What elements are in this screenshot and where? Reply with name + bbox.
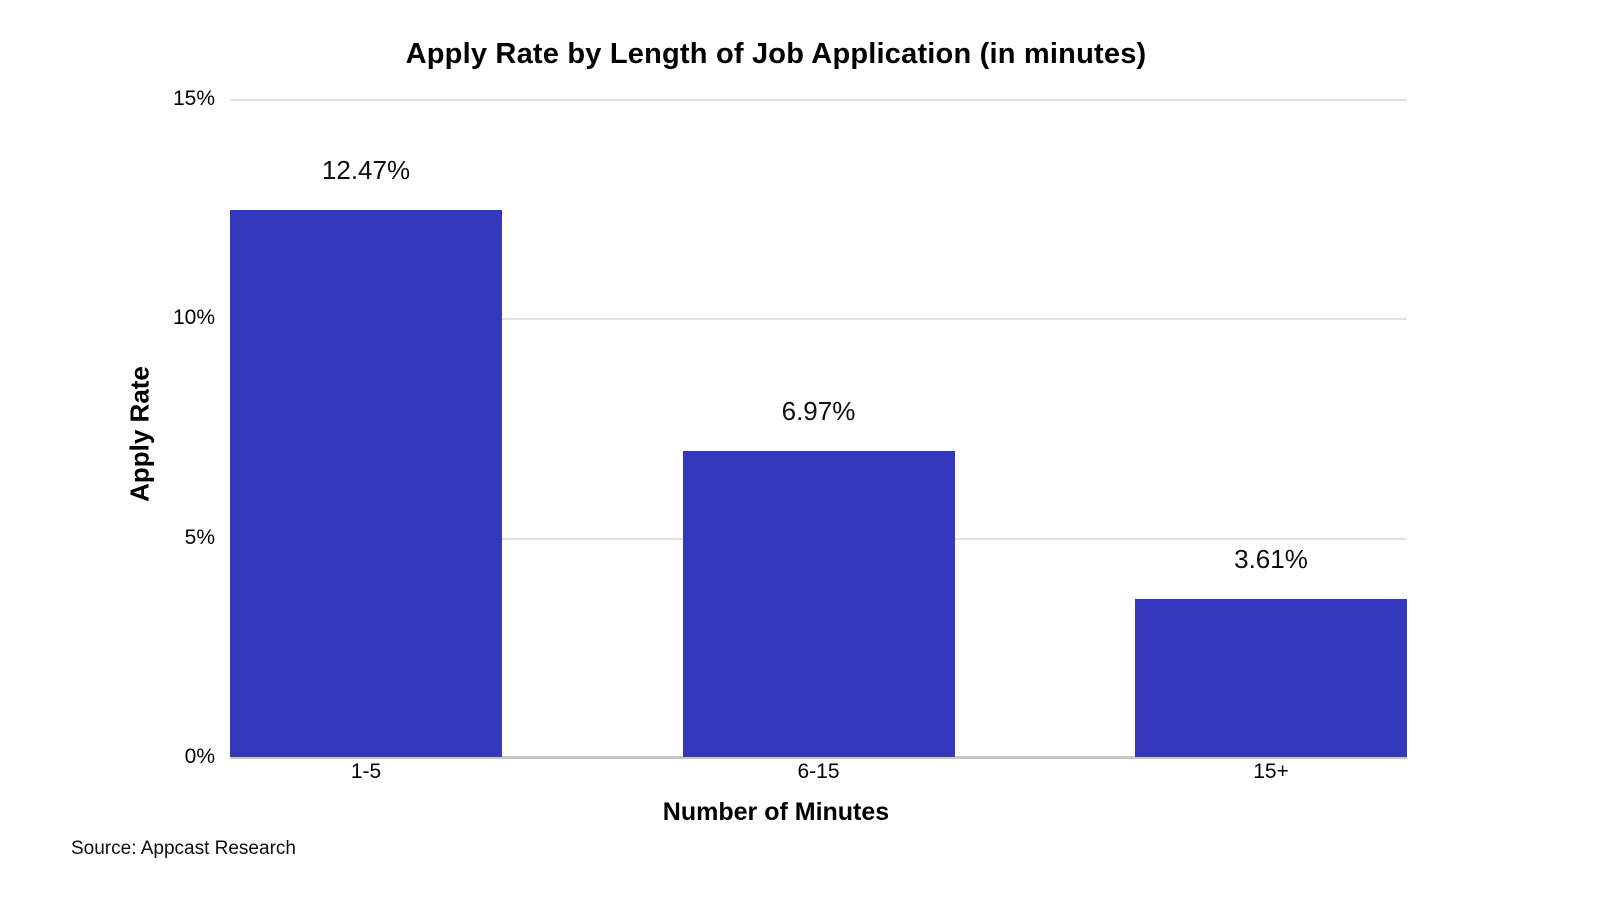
source-note: Source: Appcast Research: [71, 838, 296, 859]
y-tick-10: 10%: [172, 306, 215, 330]
gridline-15pct: [230, 99, 1407, 101]
x-tick-15plus: 15+: [1253, 760, 1289, 783]
plot-area: 12.47% 6.97% 3.61%: [230, 99, 1407, 759]
chart-title: Apply Rate by Length of Job Application …: [405, 38, 1147, 70]
x-tick-6-15: 6-15: [797, 760, 840, 783]
bar-value-label: 6.97%: [781, 396, 856, 427]
bar-group-15plus: 3.61%: [1135, 99, 1407, 757]
bar-group-6-15: 6.97%: [682, 99, 955, 757]
x-axis-title: Number of Minutes: [662, 798, 890, 826]
x-axis-baseline: [230, 756, 1407, 759]
bar-1-5: [230, 209, 502, 757]
bar-value-label: 12.47%: [321, 154, 411, 185]
y-axis-tick-labels: 15% 10% 5% 0%: [100, 87, 215, 768]
bar-6-15: [682, 451, 955, 757]
bar-group-1-5: 12.47%: [230, 99, 502, 757]
x-axis-tick-labels: 1-5 6-15 15+: [230, 760, 1407, 784]
bar-value-label: 3.61%: [1234, 543, 1308, 574]
x-tick-1-5: 1-5: [350, 760, 382, 783]
gridline-10pct: [230, 318, 1407, 321]
y-tick-0: 0%: [184, 745, 215, 768]
bar-15plus: [1135, 598, 1407, 757]
y-tick-15: 15%: [172, 87, 215, 110]
y-tick-5: 5%: [184, 525, 215, 549]
bar-series: 12.47% 6.97% 3.61%: [230, 99, 1407, 757]
